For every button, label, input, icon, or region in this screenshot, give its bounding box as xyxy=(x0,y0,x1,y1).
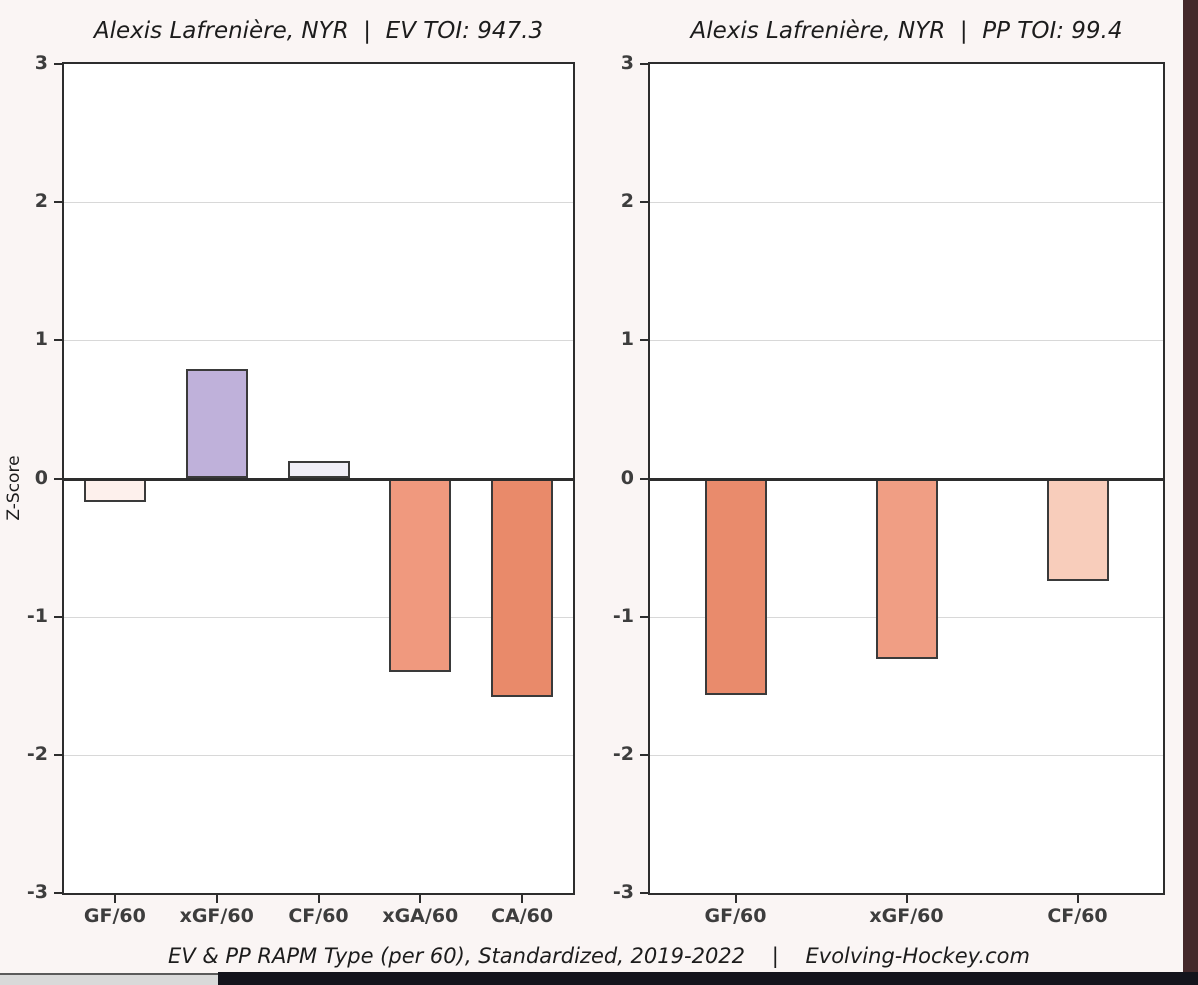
zero-axis-line xyxy=(64,477,573,481)
bar-ca60 xyxy=(491,478,554,697)
y-tick-mark xyxy=(54,477,62,480)
y-tick-mark xyxy=(54,892,62,894)
y-tick-label-2: 2 xyxy=(620,190,634,213)
gridline-y--2 xyxy=(650,754,1163,756)
y-tick-label--2: -2 xyxy=(26,742,48,765)
y-tick-mark xyxy=(640,615,648,618)
x-tick-mark xyxy=(317,895,320,903)
y-tick-label--1: -1 xyxy=(612,604,634,627)
gridline-y-2 xyxy=(64,202,573,204)
y-tick-label-0: 0 xyxy=(620,466,634,489)
gridline-y-2 xyxy=(650,202,1163,204)
x-tick-label-xga60: xGA/60 xyxy=(382,905,459,927)
y-tick-label--1: -1 xyxy=(26,604,48,627)
y-tick-label--3: -3 xyxy=(612,880,634,903)
x-tick-label-cf60: CF/60 xyxy=(1047,905,1108,927)
y-tick-label-3: 3 xyxy=(34,51,48,74)
x-tick-mark xyxy=(1076,895,1079,903)
x-tick-label-xgf60: xGF/60 xyxy=(179,905,254,927)
x-tick-mark xyxy=(113,895,116,903)
chart-caption: EV & PP RAPM Type (per 60), Standardized… xyxy=(168,944,1030,968)
y-tick-mark xyxy=(640,339,648,342)
bar-gf60 xyxy=(704,478,767,696)
gridline-y-1 xyxy=(64,340,573,342)
x-tick-label-ca60: CA/60 xyxy=(491,905,554,927)
y-tick-mark xyxy=(54,615,62,618)
y-tick-label-1: 1 xyxy=(34,328,48,351)
y-tick-mark xyxy=(640,892,648,894)
bottom-window-bar-light xyxy=(0,973,218,985)
right-edge-strip xyxy=(1183,0,1198,985)
y-tick-label-1: 1 xyxy=(620,328,634,351)
gridline-y-1 xyxy=(650,340,1163,342)
pp-plot-area xyxy=(648,62,1165,895)
y-tick-mark xyxy=(640,477,648,480)
x-tick-label-cf60: CF/60 xyxy=(288,905,349,927)
bar-xgf60 xyxy=(185,369,248,479)
x-tick-mark xyxy=(215,895,218,903)
y-tick-mark xyxy=(640,753,648,756)
gridline-y--2 xyxy=(64,754,573,756)
y-tick-mark xyxy=(54,201,62,204)
ev-chart-title: Alexis Lafrenière, NYR | EV TOI: 947.3 xyxy=(93,18,544,44)
y-tick-mark xyxy=(54,339,62,342)
y-tick-label-0: 0 xyxy=(34,466,48,489)
bar-cf60 xyxy=(287,460,350,479)
bar-cf60 xyxy=(1046,478,1109,581)
x-tick-label-xgf60: xGF/60 xyxy=(869,905,944,927)
y-tick-mark xyxy=(640,63,648,65)
pp-chart-title: Alexis Lafrenière, NYR | PP TOI: 99.4 xyxy=(690,18,1123,44)
gridline-y--1 xyxy=(64,616,573,618)
bar-xga60 xyxy=(389,478,452,672)
x-tick-mark xyxy=(419,895,422,903)
bottom-window-bar-dark xyxy=(218,972,1198,985)
y-tick-mark xyxy=(54,753,62,756)
x-tick-mark xyxy=(521,895,524,903)
y-tick-label-3: 3 xyxy=(620,51,634,74)
x-tick-mark xyxy=(905,895,908,903)
x-tick-mark xyxy=(734,895,737,903)
y-tick-mark xyxy=(640,201,648,204)
y-tick-label--2: -2 xyxy=(612,742,634,765)
x-tick-label-gf60: GF/60 xyxy=(83,905,146,927)
y-tick-mark xyxy=(54,63,62,65)
ev-plot-area xyxy=(62,62,575,895)
y-tick-label-2: 2 xyxy=(34,190,48,213)
bar-xgf60 xyxy=(875,478,938,660)
zero-axis-line xyxy=(650,477,1163,481)
x-tick-label-gf60: GF/60 xyxy=(704,905,767,927)
bar-gf60 xyxy=(83,478,146,502)
y-tick-label--3: -3 xyxy=(26,880,48,903)
